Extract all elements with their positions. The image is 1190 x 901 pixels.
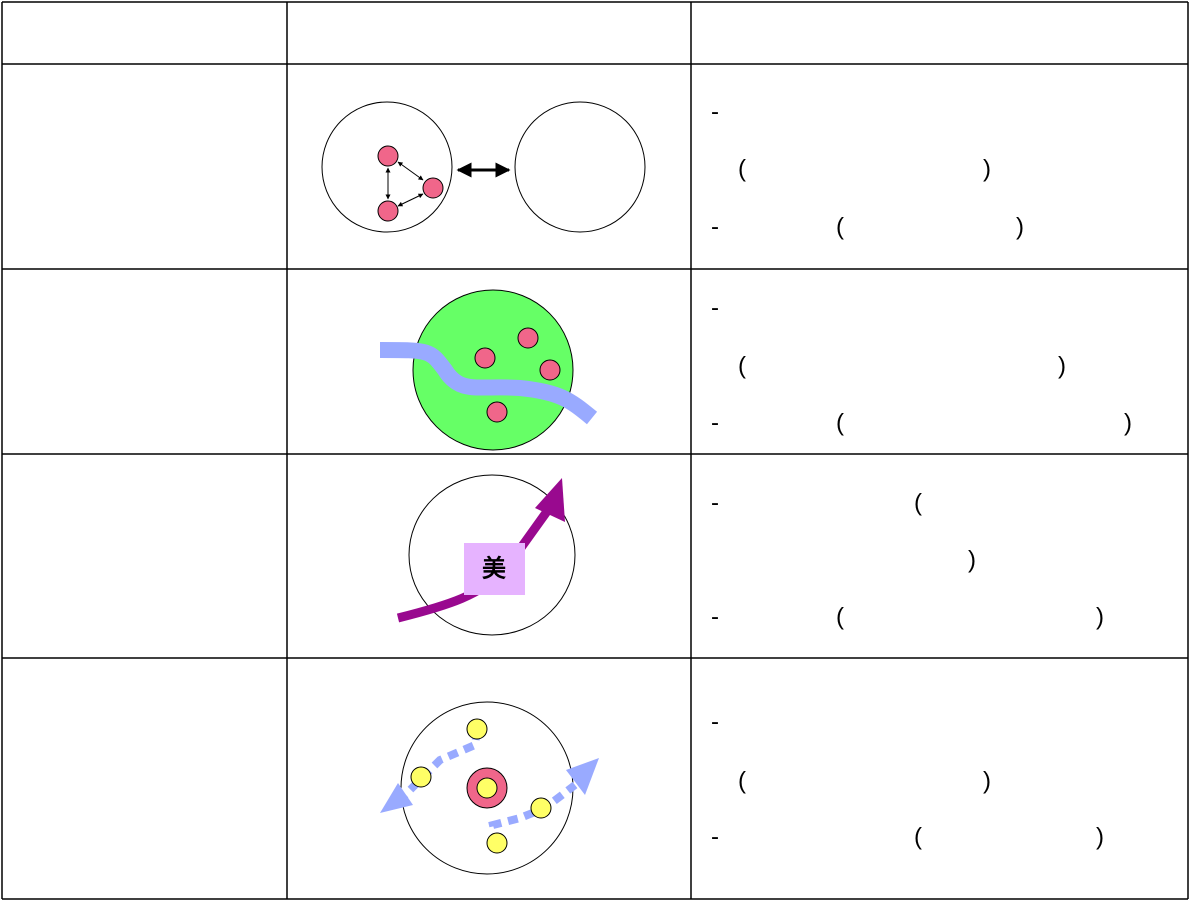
description-text: -	[711, 708, 719, 735]
description-text: (	[738, 352, 746, 379]
description-text: (	[836, 409, 844, 436]
description-text: (	[914, 823, 922, 850]
description-text: )	[1016, 213, 1024, 240]
description-text: -	[711, 489, 719, 516]
description-text: )	[1096, 823, 1104, 850]
description-text: (	[836, 213, 844, 240]
diagram-flow	[379, 289, 598, 451]
description-text: (	[738, 155, 746, 182]
description-text: -	[711, 294, 719, 321]
description-text: )	[1124, 409, 1132, 436]
diagram-growth: 美	[396, 474, 576, 636]
description-text: (	[914, 489, 922, 516]
description-text: (	[738, 767, 746, 794]
diagram-interaction	[321, 101, 646, 233]
description-text: -	[711, 603, 719, 630]
diagram-diffusion	[380, 701, 599, 875]
description-text: )	[1058, 352, 1066, 379]
description-text: )	[1096, 603, 1104, 630]
description-text: -	[711, 98, 719, 125]
icon-label: 美	[482, 554, 506, 582]
description-text: )	[983, 155, 991, 182]
description-text: (	[836, 603, 844, 630]
description-text: -	[711, 213, 719, 240]
description-text: )	[983, 767, 991, 794]
description-text: )	[968, 546, 976, 573]
description-text: -	[711, 823, 719, 850]
description-text: -	[711, 409, 719, 436]
